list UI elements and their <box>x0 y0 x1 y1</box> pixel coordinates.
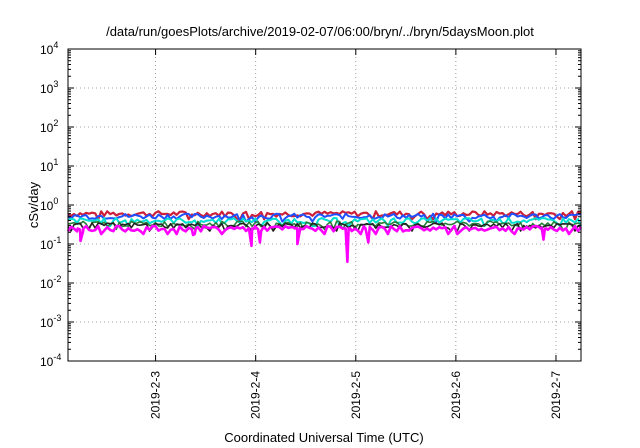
series-line <box>67 210 581 221</box>
x-tick-label: 2019-2-4 <box>249 371 263 419</box>
y-tick-label: 10-2 <box>40 274 61 291</box>
y-axis-label: cSv/day <box>26 181 41 228</box>
x-axis-label: Coordinated Universal Time (UTC) <box>224 430 423 445</box>
grid <box>68 49 581 361</box>
y-tick-label: 101 <box>40 157 58 174</box>
y-tick-label: 10-1 <box>40 235 61 252</box>
series-line <box>67 220 582 231</box>
x-tick-label: 2019-2-5 <box>349 371 363 419</box>
x-ticks: 2019-2-3 2019-2-4 2019-2-5 2019-2-6 2019-2-7 <box>149 49 563 419</box>
x-tick-label: 2019-2-3 <box>149 371 163 419</box>
x-tick-label: 2019-2-6 <box>449 371 463 419</box>
series-line <box>67 212 582 223</box>
series-line <box>67 217 582 228</box>
y-tick-label: 10-3 <box>40 313 61 330</box>
y-tick-label: 10-4 <box>40 352 61 369</box>
y-ticks: 104 103 102 101 100 10-1 10-2 10-3 10-4 <box>40 40 581 369</box>
y-tick-label: 103 <box>40 79 58 96</box>
y-tick-label: 100 <box>40 196 58 213</box>
series-line <box>66 224 583 264</box>
chart-title: /data/run/goesPlots/archive/2019-02-07/0… <box>106 24 534 39</box>
x-tick-label: 2019-2-7 <box>549 371 563 419</box>
y-tick-label: 102 <box>40 118 58 135</box>
y-tick-label: 104 <box>40 40 58 57</box>
series-group <box>66 210 583 264</box>
